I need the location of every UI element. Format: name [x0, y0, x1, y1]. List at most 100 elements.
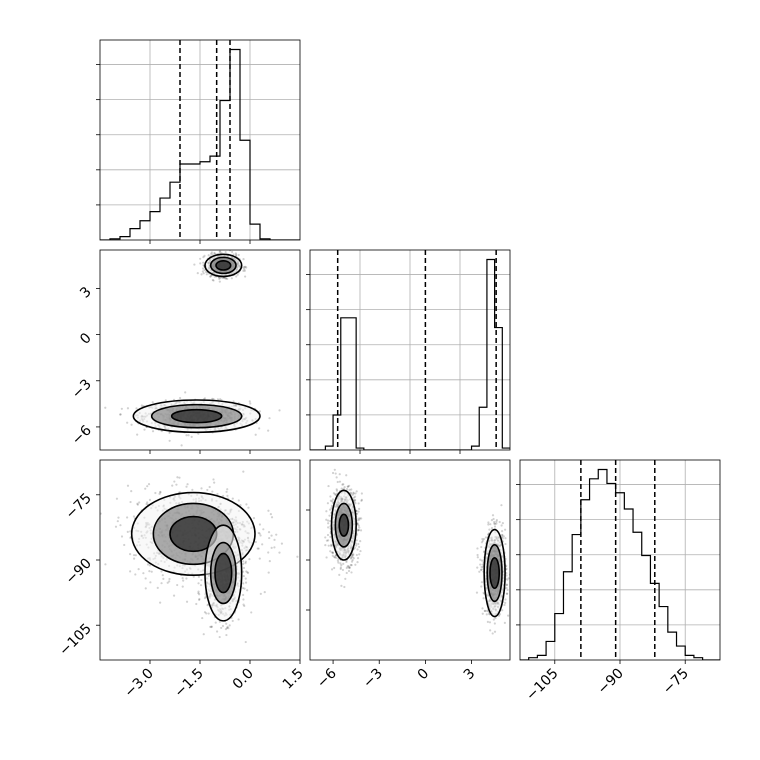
p1-p3-point — [259, 534, 262, 537]
p2-p3-point — [493, 622, 496, 625]
p1-p2-point — [211, 253, 214, 256]
p1-p3-point — [156, 586, 159, 589]
p1-p3-point — [248, 558, 251, 561]
p2-p3-point — [504, 528, 507, 531]
p1-p3-point — [203, 611, 207, 614]
p1-p3-point — [145, 502, 148, 506]
p2-p3-point — [340, 564, 343, 567]
p1-p3-point — [225, 626, 229, 630]
p1-p2-point — [219, 276, 222, 279]
p1-p2-point — [248, 400, 251, 403]
p1-p3-point — [148, 498, 152, 501]
p1-p2-point — [243, 268, 246, 271]
p2-p3-point — [493, 525, 497, 528]
p2-p3-point — [335, 556, 338, 559]
p1-p2-point — [211, 278, 214, 282]
p1-p3-point — [115, 497, 119, 500]
p2-p3-point — [333, 468, 336, 471]
p2-p3-point — [333, 566, 336, 570]
p2-p3-point — [345, 560, 348, 564]
p1-p3-point — [216, 492, 219, 496]
p1-p2-point — [178, 396, 182, 400]
p2-p3-point — [353, 546, 356, 549]
p1-p3-point — [195, 602, 198, 606]
p1-p3-point — [250, 611, 253, 614]
p1-p3-point — [104, 563, 107, 566]
p2-p3-point — [354, 563, 357, 566]
p1-p3-point — [242, 598, 245, 601]
p2-p3-point — [479, 558, 482, 561]
p1-p3-point — [134, 554, 137, 557]
p1-p3-point — [212, 478, 215, 481]
p2-p3-point — [356, 522, 359, 525]
p1-p2-point — [243, 265, 246, 269]
p1-p2-point — [232, 253, 235, 256]
p1-p3-point — [245, 503, 248, 506]
p1-p3-point — [207, 612, 210, 615]
p2-p3-point — [334, 493, 337, 497]
p1-p3-point — [280, 542, 284, 545]
p1-p3-point — [197, 575, 200, 578]
p2-p3-point — [345, 566, 348, 570]
p1-p3-point — [245, 570, 248, 573]
p1-p3-point — [242, 570, 245, 573]
p1-p2-point — [126, 407, 130, 410]
p2-p3-point — [348, 566, 351, 570]
p1-p3-point — [214, 621, 217, 624]
p1-p3-point — [168, 580, 171, 583]
p1-p2-point — [258, 410, 262, 413]
p1-p2-point — [242, 269, 245, 273]
p1-p3-point — [261, 543, 264, 546]
p2-p3-point — [334, 472, 337, 475]
p1-p3-point — [273, 538, 276, 541]
p2-p3-point — [335, 476, 338, 479]
p1-p3-point — [126, 516, 129, 519]
p1-p3-point — [239, 504, 242, 507]
p2-p3-point — [352, 492, 355, 495]
p1-p3-point — [268, 560, 271, 563]
p2-p3-point — [350, 556, 353, 559]
p1-p3-point — [146, 563, 150, 566]
p2-p3-point — [348, 488, 351, 491]
p2-p3-point — [351, 556, 354, 559]
p1-p3-point — [213, 481, 216, 484]
p2-p3-point — [329, 495, 332, 498]
p2-p3-point — [327, 484, 330, 488]
p1-p3-point — [148, 570, 151, 573]
p1-p3-point — [244, 640, 247, 644]
p2-p3-point — [360, 498, 363, 501]
p1-p3-point — [242, 603, 245, 606]
p2-p3-point — [330, 568, 334, 571]
p1-p3-point — [197, 592, 200, 595]
p1-p3-point — [136, 503, 139, 506]
p1-p3-point — [137, 567, 140, 571]
p1-p3-point — [237, 499, 240, 502]
p1-p2-point — [199, 257, 202, 260]
p2-p3-point — [351, 558, 354, 562]
p2-p3-point — [506, 588, 509, 592]
p2-p3-point — [330, 504, 334, 507]
p1-p2-point — [232, 400, 235, 403]
p1-p3-point — [211, 490, 214, 493]
p1-p3-point — [148, 564, 151, 567]
p1-p3-point — [200, 578, 203, 582]
p1-p2-point — [210, 251, 214, 254]
p2-p3-point — [327, 522, 330, 525]
p1-p2-point — [237, 253, 240, 257]
p2-p3-point — [353, 495, 357, 498]
p2-p3-point — [326, 502, 330, 505]
p1-p2-point — [202, 264, 205, 267]
p1-p2-point — [151, 430, 155, 433]
p1-p2-point — [203, 254, 206, 258]
p1-p3-point — [162, 577, 165, 581]
p1-p3-point — [257, 531, 260, 535]
p2-p3-point — [358, 517, 361, 520]
p1-p2-point — [218, 250, 221, 253]
p1-p2-point — [151, 401, 154, 404]
p1-p2-point — [213, 252, 217, 255]
p2-p3-point — [345, 488, 349, 491]
p1-p2-point — [224, 277, 227, 280]
p2-p3-point — [329, 550, 332, 553]
p2-p3-point — [329, 499, 332, 502]
